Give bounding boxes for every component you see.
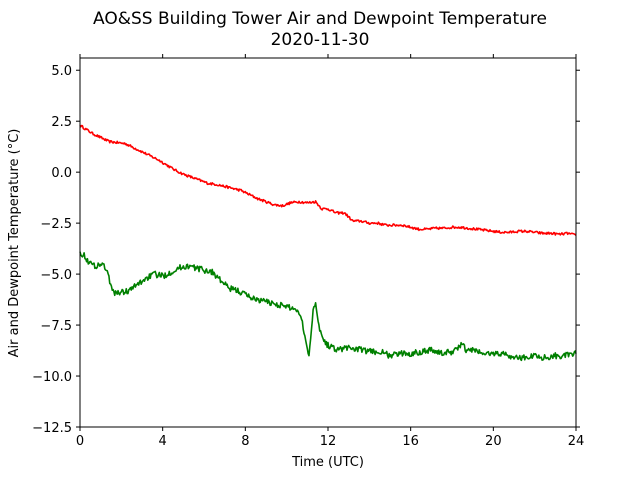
series-layer (79, 124, 577, 362)
series-line-1 (79, 124, 577, 236)
y-tick-label: 5.0 (51, 64, 72, 79)
x-tick-label: 16 (402, 434, 419, 449)
x-tick-label: 8 (241, 434, 249, 449)
x-tick-label: 4 (159, 434, 167, 449)
y-tick-label: 2.5 (51, 115, 72, 130)
x-tick-label: 12 (320, 434, 337, 449)
x-tick-label: 0 (76, 434, 84, 449)
y-tick-label: −5.0 (40, 268, 72, 283)
y-tick-label: 0.0 (51, 166, 72, 181)
x-tick-label: 24 (568, 434, 585, 449)
x-axis-label: Time (UTC) (291, 455, 364, 470)
y-tick-label: −12.5 (32, 421, 72, 436)
ticks-layer: 0 4 8 12 16 20 24 5.0 2.5 0.0 −2.5 −5.0 −7.5 −10.0 −12… (32, 54, 584, 449)
series-line-2 (79, 251, 577, 362)
x-tick-label: 20 (485, 434, 502, 449)
y-tick-label: −10.0 (32, 370, 72, 385)
y-tick-label: −2.5 (40, 217, 72, 232)
y-axis-label: Air and Dewpoint Temperature (°C) (7, 129, 22, 358)
chart-subtitle: 2020-11-30 (271, 30, 370, 50)
y-tick-label: −7.5 (40, 319, 72, 334)
chart-title: AO&SS Building Tower Air and Dewpoint Te… (93, 9, 547, 29)
